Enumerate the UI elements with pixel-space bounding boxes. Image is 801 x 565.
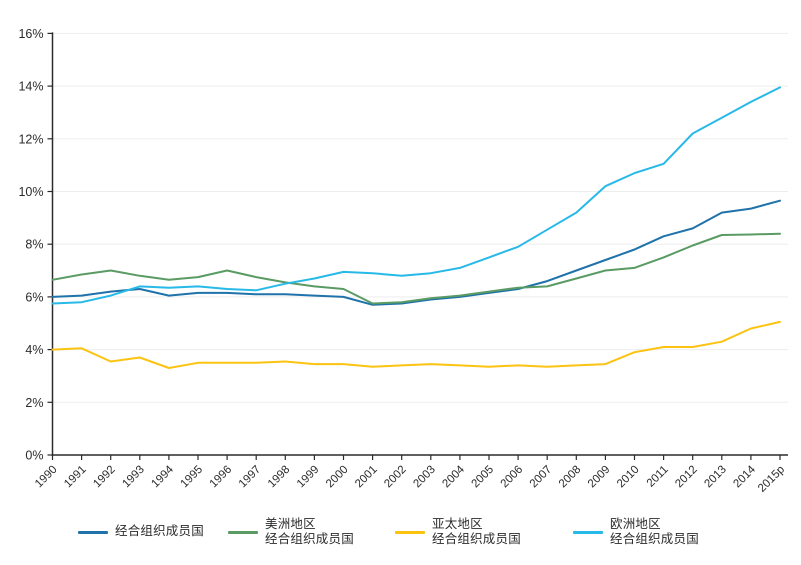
axis-labels: 0%2%4%6%8%10%12%14%16%1990 1991 1992 1993 19… bbox=[18, 27, 787, 495]
legend-label: 经合组织成员国 bbox=[115, 524, 204, 539]
svg-text:1993: 1993 bbox=[120, 464, 147, 491]
series-line-0 bbox=[51, 199, 781, 306]
svg-text:2005: 2005 bbox=[470, 464, 497, 491]
svg-text:2000: 2000 bbox=[324, 464, 351, 491]
legend-item-asia-pacific: 亚太地区 经合组织成员国 bbox=[395, 510, 521, 554]
series-line-3 bbox=[51, 86, 781, 305]
legend-line-swatch bbox=[228, 530, 258, 534]
svg-text:8%: 8% bbox=[25, 238, 43, 252]
series-line-2 bbox=[51, 320, 781, 369]
svg-text:10%: 10% bbox=[18, 185, 43, 199]
svg-text:4%: 4% bbox=[25, 343, 43, 357]
series-lines bbox=[51, 86, 781, 369]
svg-text:1997: 1997 bbox=[237, 464, 264, 491]
legend-line-swatch bbox=[573, 530, 603, 534]
svg-text:2002: 2002 bbox=[382, 464, 409, 491]
svg-text:0%: 0% bbox=[25, 449, 43, 463]
legend-line-swatch bbox=[395, 530, 425, 534]
series-line-1 bbox=[51, 232, 781, 305]
svg-text:2012: 2012 bbox=[673, 464, 700, 491]
svg-text:1991: 1991 bbox=[62, 464, 89, 491]
legend-item-americas: 美洲地区 经合组织成员国 bbox=[228, 510, 354, 554]
svg-text:2010: 2010 bbox=[615, 464, 642, 491]
svg-text:1999: 1999 bbox=[295, 464, 322, 491]
svg-text:2007: 2007 bbox=[528, 464, 555, 491]
axes bbox=[47, 32, 788, 460]
svg-text:2015p: 2015p bbox=[756, 464, 787, 495]
svg-text:2004: 2004 bbox=[440, 463, 467, 490]
svg-text:1996: 1996 bbox=[208, 464, 235, 491]
svg-text:2008: 2008 bbox=[557, 464, 584, 491]
svg-text:1990: 1990 bbox=[33, 464, 60, 491]
svg-text:1994: 1994 bbox=[149, 463, 176, 490]
legend-item-europe: 欧洲地区 经合组织成员国 bbox=[573, 510, 699, 554]
gridlines bbox=[52, 32, 788, 403]
legend-line-swatch bbox=[78, 530, 108, 534]
svg-text:2014: 2014 bbox=[731, 463, 758, 490]
svg-text:1998: 1998 bbox=[266, 464, 293, 491]
svg-text:2009: 2009 bbox=[586, 464, 613, 491]
legend-label: 欧洲地区 经合组织成员国 bbox=[610, 516, 699, 547]
svg-text:1995: 1995 bbox=[179, 464, 206, 491]
chart-legend: 经合组织成员国 美洲地区 经合组织成员国 亚太地区 经合组织成员国 欧洲地区 经合组织… bbox=[0, 510, 801, 556]
legend-label: 美洲地区 经合组织成员国 bbox=[265, 516, 354, 547]
svg-text:1992: 1992 bbox=[91, 464, 118, 491]
svg-text:2001: 2001 bbox=[353, 464, 380, 491]
svg-text:2%: 2% bbox=[25, 396, 43, 410]
svg-text:2013: 2013 bbox=[702, 464, 729, 491]
svg-text:2003: 2003 bbox=[411, 464, 438, 491]
legend-item-oecd: 经合组织成员国 bbox=[78, 510, 204, 554]
svg-text:2006: 2006 bbox=[499, 464, 526, 491]
svg-text:2011: 2011 bbox=[645, 464, 671, 490]
svg-text:16%: 16% bbox=[18, 27, 43, 41]
svg-text:12%: 12% bbox=[18, 132, 43, 146]
legend-label: 亚太地区 经合组织成员国 bbox=[432, 516, 521, 547]
line-chart: 0%2%4%6%8%10%12%14%16%1990 1991 1992 1993 19… bbox=[18, 27, 788, 495]
svg-text:6%: 6% bbox=[25, 290, 43, 304]
svg-text:14%: 14% bbox=[18, 80, 43, 94]
